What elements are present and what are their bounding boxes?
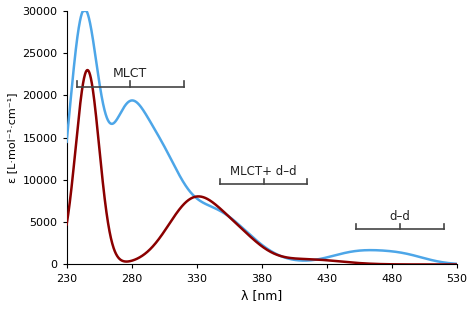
Text: d–d: d–d xyxy=(390,210,410,223)
Y-axis label: ε [L·mol⁻¹·cm⁻¹]: ε [L·mol⁻¹·cm⁻¹] xyxy=(7,92,17,183)
Text: MLCT+ d–d: MLCT+ d–d xyxy=(230,165,297,178)
X-axis label: λ [nm]: λ [nm] xyxy=(241,289,282,302)
Text: MLCT: MLCT xyxy=(113,67,147,80)
